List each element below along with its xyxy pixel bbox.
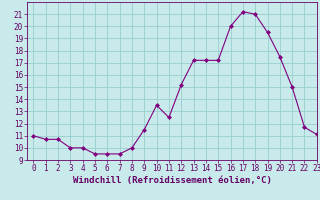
X-axis label: Windchill (Refroidissement éolien,°C): Windchill (Refroidissement éolien,°C) (73, 176, 271, 185)
